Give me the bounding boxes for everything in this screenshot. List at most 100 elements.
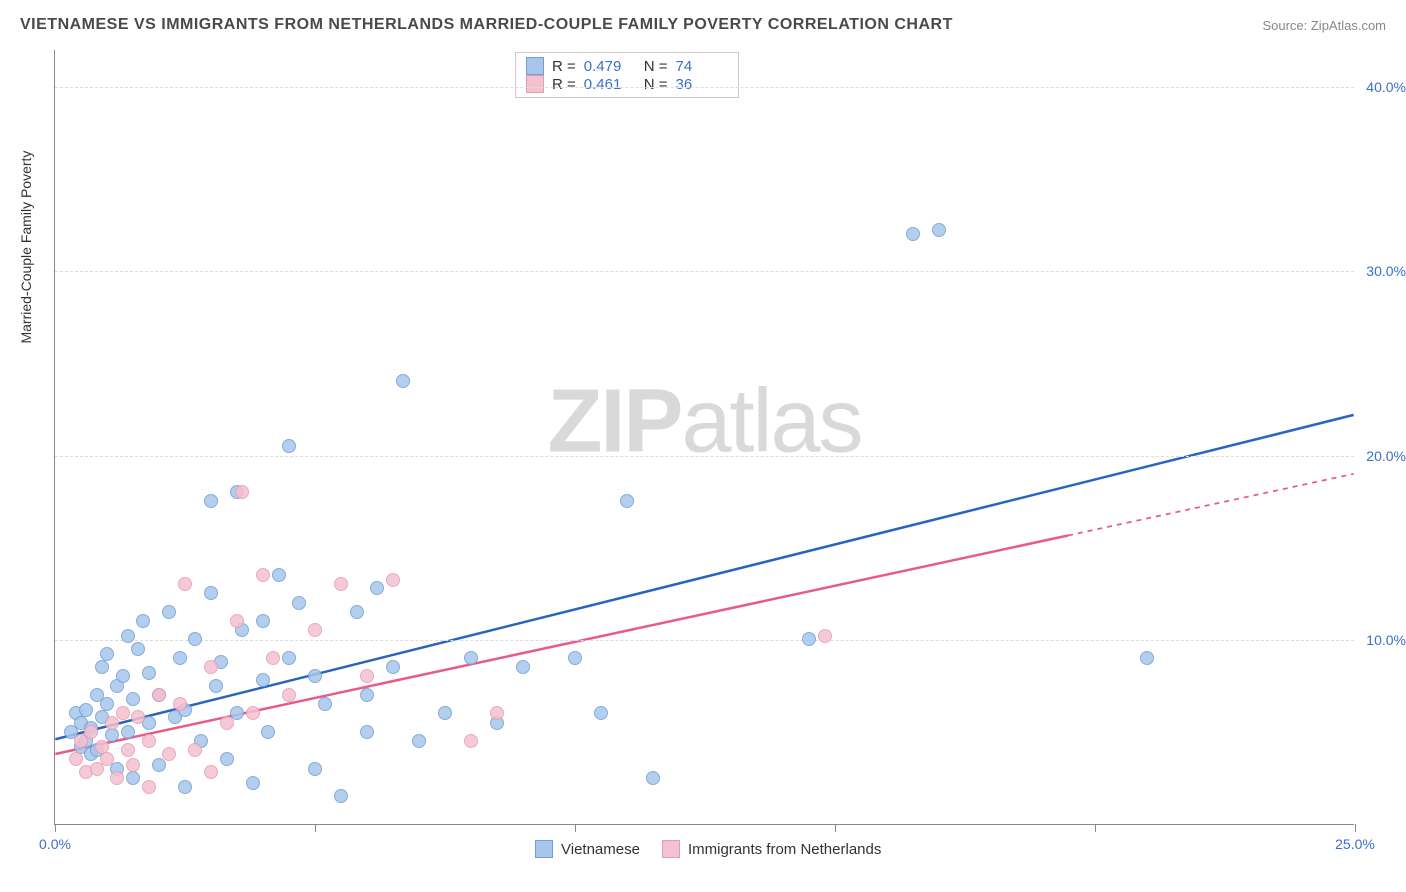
data-point — [131, 710, 145, 724]
data-point — [173, 697, 187, 711]
x-tick — [835, 824, 836, 832]
data-point — [256, 568, 270, 582]
data-point — [932, 223, 946, 237]
data-point — [105, 728, 119, 742]
data-point — [162, 605, 176, 619]
data-point — [204, 586, 218, 600]
data-point — [334, 789, 348, 803]
data-point — [906, 227, 920, 241]
data-point — [802, 632, 816, 646]
watermark: ZIPatlas — [547, 370, 861, 473]
data-point — [100, 697, 114, 711]
x-tick — [315, 824, 316, 832]
data-point — [370, 581, 384, 595]
x-tick — [1355, 824, 1356, 832]
gridline-h — [55, 271, 1354, 272]
data-point — [152, 758, 166, 772]
data-point — [162, 747, 176, 761]
data-point — [121, 629, 135, 643]
data-point — [350, 605, 364, 619]
data-point — [204, 494, 218, 508]
correlation-legend: R =0.479N =74R =0.461N =36 — [515, 52, 739, 98]
x-tick-label: 0.0% — [39, 836, 71, 852]
data-point — [188, 743, 202, 757]
data-point — [308, 623, 322, 637]
data-point — [110, 771, 124, 785]
y-tick-label: 30.0% — [1366, 263, 1406, 279]
data-point — [620, 494, 634, 508]
plot-area: ZIPatlas R =0.479N =74R =0.461N =36 Viet… — [54, 50, 1354, 825]
data-point — [121, 743, 135, 757]
data-point — [282, 651, 296, 665]
data-point — [116, 669, 130, 683]
data-point — [126, 692, 140, 706]
data-point — [126, 758, 140, 772]
gridline-h — [55, 87, 1354, 88]
data-point — [256, 673, 270, 687]
data-point — [266, 651, 280, 665]
data-point — [178, 577, 192, 591]
data-point — [490, 706, 504, 720]
data-point — [142, 780, 156, 794]
x-tick — [55, 824, 56, 832]
data-point — [386, 573, 400, 587]
data-point — [464, 734, 478, 748]
data-point — [100, 647, 114, 661]
data-point — [261, 725, 275, 739]
series-legend: VietnameseImmigrants from Netherlands — [535, 840, 881, 858]
data-point — [308, 669, 322, 683]
data-point — [396, 374, 410, 388]
data-point — [282, 439, 296, 453]
series-legend-item: Immigrants from Netherlands — [662, 840, 881, 858]
data-point — [568, 651, 582, 665]
data-point — [204, 765, 218, 779]
source-label: Source: ZipAtlas.com — [1262, 18, 1386, 33]
y-axis-title: Married-Couple Family Poverty — [18, 151, 34, 344]
data-point — [173, 651, 187, 665]
chart-title: VIETNAMESE VS IMMIGRANTS FROM NETHERLAND… — [20, 16, 953, 34]
data-point — [334, 577, 348, 591]
data-point — [95, 660, 109, 674]
data-point — [318, 697, 332, 711]
data-point — [360, 725, 374, 739]
data-point — [95, 740, 109, 754]
data-point — [412, 734, 426, 748]
data-point — [220, 716, 234, 730]
data-point — [178, 780, 192, 794]
data-point — [100, 752, 114, 766]
data-point — [292, 596, 306, 610]
data-point — [464, 651, 478, 665]
y-tick-label: 20.0% — [1366, 448, 1406, 464]
data-point — [142, 734, 156, 748]
data-point — [516, 660, 530, 674]
data-point — [142, 666, 156, 680]
data-point — [360, 688, 374, 702]
data-point — [282, 688, 296, 702]
data-point — [79, 703, 93, 717]
data-point — [594, 706, 608, 720]
data-point — [121, 725, 135, 739]
data-point — [69, 752, 83, 766]
data-point — [272, 568, 286, 582]
y-tick-label: 40.0% — [1366, 79, 1406, 95]
x-tick — [1095, 824, 1096, 832]
data-point — [204, 660, 218, 674]
data-point — [230, 614, 244, 628]
gridline-h — [55, 640, 1354, 641]
data-point — [126, 771, 140, 785]
data-point — [131, 642, 145, 656]
data-point — [1140, 651, 1154, 665]
data-point — [188, 632, 202, 646]
data-point — [152, 688, 166, 702]
gridline-h — [55, 456, 1354, 457]
data-point — [246, 776, 260, 790]
data-point — [438, 706, 452, 720]
data-point — [209, 679, 223, 693]
data-point — [136, 614, 150, 628]
data-point — [308, 762, 322, 776]
legend-row: R =0.479N =74 — [526, 57, 728, 75]
data-point — [646, 771, 660, 785]
data-point — [818, 629, 832, 643]
data-point — [256, 614, 270, 628]
y-tick-label: 10.0% — [1366, 632, 1406, 648]
